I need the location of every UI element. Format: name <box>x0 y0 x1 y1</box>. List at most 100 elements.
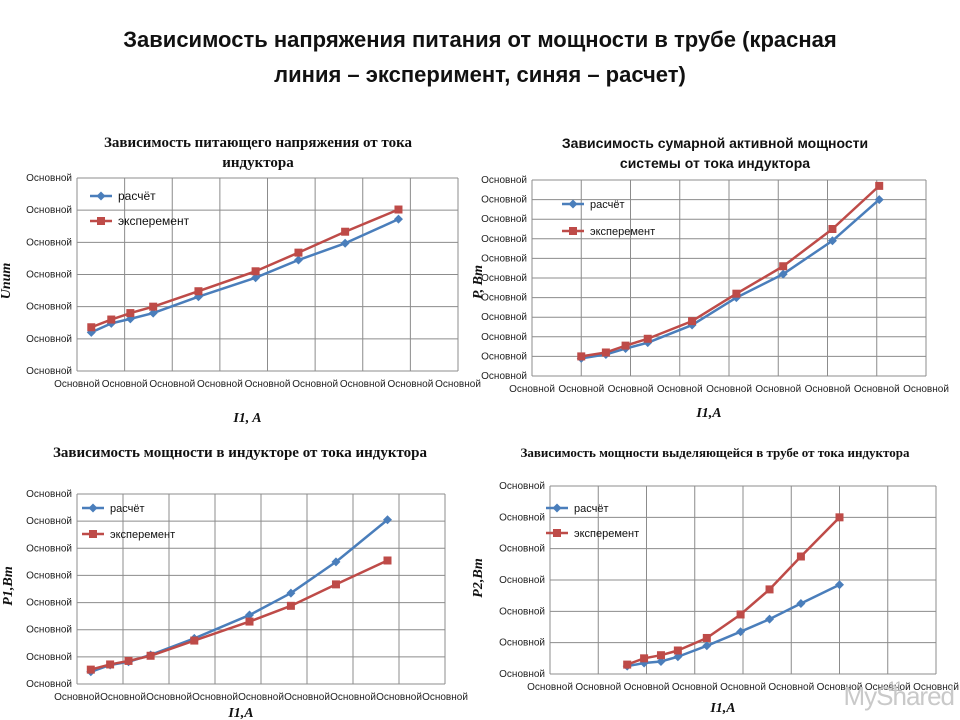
y-tick-label: Основной <box>499 512 545 523</box>
data-point-exp <box>736 610 745 619</box>
slide-title: Зависимость напряжения питания от мощнос… <box>123 27 837 87</box>
x-tick-label: Основной <box>913 682 959 693</box>
y-tick-label: Основной <box>26 205 72 216</box>
y-tick-label: Основной <box>481 234 527 245</box>
y-tick-label: Основной <box>481 214 527 225</box>
y-tick-label: Основной <box>481 195 527 206</box>
y-axis-title: Uпит <box>0 263 14 300</box>
chart-1-title: Зависимость питающего напряжения от тока… <box>103 135 413 171</box>
y-tick-label: Основной <box>26 334 72 345</box>
x-tick-label: Основной <box>100 692 146 703</box>
data-point-exp <box>688 317 697 326</box>
data-point-calc <box>656 656 666 666</box>
data-point-exp <box>194 287 203 296</box>
legend-label: эксперемент <box>574 528 639 540</box>
legend-marker <box>89 530 97 538</box>
x-tick-label: Основной <box>903 384 949 395</box>
y-tick-label: Основной <box>26 625 72 636</box>
data-point-exp <box>835 513 844 522</box>
data-point-calc <box>245 610 254 620</box>
data-point-calc <box>827 236 837 246</box>
data-point-exp <box>623 660 632 669</box>
data-point-exp <box>673 646 682 655</box>
x-tick-label: Основной <box>558 384 604 395</box>
y-tick-label: Основной <box>26 302 72 313</box>
series-line-1 <box>90 518 389 673</box>
x-axis-title: I1,A <box>695 406 721 421</box>
data-point-calc <box>393 214 403 224</box>
y-tick-label: Основной <box>26 173 72 184</box>
data-point-exp <box>245 617 254 626</box>
y-tick-label: Основной <box>26 270 72 281</box>
y-axis-title: P1,Вт <box>1 566 16 606</box>
data-point-calc <box>673 652 683 662</box>
data-point-exp <box>702 633 711 642</box>
data-point-exp <box>577 352 586 361</box>
y-tick-label: Основной <box>26 598 72 609</box>
legend-label: эксперемент <box>118 214 190 228</box>
data-point-calc <box>702 641 712 651</box>
x-tick-label: Основной <box>245 379 291 390</box>
x-tick-label: Основной <box>149 379 195 390</box>
data-point-exp <box>126 309 135 318</box>
x-tick-label: Основной <box>608 384 654 395</box>
x-tick-label: Основной <box>238 692 284 703</box>
x-tick-label: Основной <box>575 682 621 693</box>
x-tick-label: Основной <box>527 682 573 693</box>
legend-marker <box>553 529 561 537</box>
x-tick-label: Основной <box>54 379 100 390</box>
x-tick-label: Основной <box>54 692 100 703</box>
x-tick-label: Основной <box>865 682 911 693</box>
x-axis-title: I1, A <box>232 411 261 426</box>
chart-1: ОсновнойОсновнойОсновнойОсновнойОсновной… <box>0 173 481 426</box>
data-point-exp <box>779 262 788 271</box>
data-point-exp <box>190 636 199 645</box>
x-tick-label: Основной <box>192 692 238 703</box>
x-tick-label: Основной <box>706 384 752 395</box>
legend-label: эксперемент <box>110 529 175 541</box>
x-tick-label: Основной <box>624 682 670 693</box>
x-tick-label: Основной <box>435 379 481 390</box>
y-tick-label: Основной <box>481 253 527 264</box>
y-tick-label: Основной <box>26 679 72 690</box>
data-point-exp <box>828 225 837 233</box>
slide-number: 11 <box>888 678 903 694</box>
x-tick-label: Основной <box>340 379 386 390</box>
y-tick-label: Основной <box>26 570 72 581</box>
chart-4: ОсновнойОсновнойОсновнойОсновнойОсновной… <box>471 481 959 716</box>
x-tick-label: Основной <box>805 384 851 395</box>
y-tick-label: Основной <box>481 293 527 304</box>
data-point-exp <box>601 348 610 357</box>
x-tick-label: Основной <box>387 379 433 390</box>
data-point-exp <box>640 654 649 663</box>
data-point-exp <box>656 651 665 660</box>
legend-label: расчёт <box>118 189 156 203</box>
data-point-exp <box>331 580 340 589</box>
x-tick-label: Основной <box>720 682 766 693</box>
legend-label: расчёт <box>110 503 145 515</box>
x-tick-label: Основной <box>292 379 338 390</box>
series-line-2 <box>581 184 881 358</box>
x-tick-label: Основной <box>854 384 900 395</box>
x-tick-label: Основной <box>376 692 422 703</box>
y-tick-label: Основной <box>26 237 72 248</box>
x-tick-label: Основной <box>422 692 468 703</box>
data-point-exp <box>294 248 303 257</box>
chart-4-title: Зависимость мощности выделяющейся в труб… <box>520 445 910 460</box>
x-tick-label: Основной <box>768 682 814 693</box>
chart-2: ОсновнойОсновнойОсновнойОсновнойОсновной… <box>471 175 949 421</box>
data-point-exp <box>765 585 774 594</box>
data-point-exp <box>286 601 295 610</box>
data-point-calc <box>286 588 296 598</box>
legend-marker <box>569 227 577 235</box>
data-point-exp <box>87 323 96 332</box>
data-point-calc <box>736 627 746 637</box>
legend-label: расчёт <box>574 503 609 515</box>
series-line-1 <box>581 198 881 360</box>
data-point-exp <box>107 315 116 324</box>
watermark-logo: MyShared <box>843 681 955 711</box>
y-tick-label: Основной <box>499 575 545 586</box>
x-axis-title: I1,A <box>709 701 735 716</box>
data-point-exp <box>796 552 805 561</box>
x-tick-label: Основной <box>657 384 703 395</box>
